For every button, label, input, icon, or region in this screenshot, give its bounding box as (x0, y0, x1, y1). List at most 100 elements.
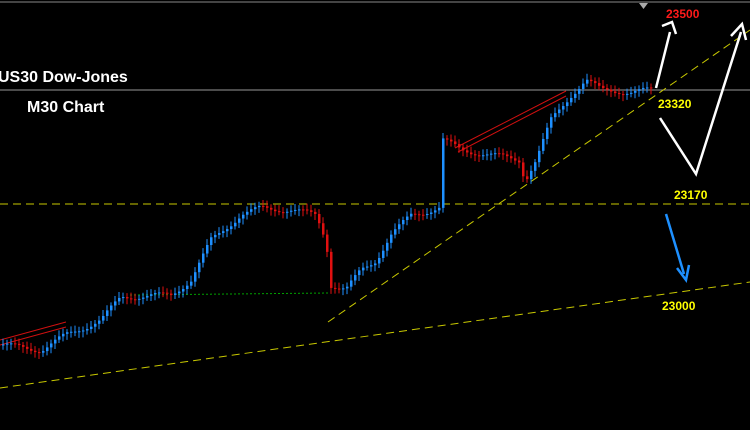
candle-body (382, 250, 385, 258)
candle-body (18, 343, 21, 346)
arrow-head (730, 21, 748, 41)
candle-body (282, 212, 285, 214)
candle-body (438, 207, 441, 211)
candle-body (238, 218, 241, 223)
candle-body (514, 158, 517, 161)
candle-body (114, 301, 117, 306)
candle-body (298, 209, 301, 211)
candle-body (170, 293, 173, 295)
chart-title: US30 Dow-Jones (0, 69, 128, 86)
candle-body (566, 102, 569, 107)
candle-body (10, 343, 13, 345)
candle-body (546, 127, 549, 139)
candle-body (66, 332, 69, 334)
candle-body (486, 154, 489, 156)
candle-body (134, 299, 137, 301)
candle-body (214, 234, 217, 238)
candle-body (610, 89, 613, 92)
candle-body (634, 90, 637, 93)
candle-body (6, 343, 9, 345)
candle-body (378, 257, 381, 264)
candle-body (266, 206, 269, 208)
candle-body (270, 207, 273, 210)
candle-body (246, 211, 249, 215)
candle-body (366, 266, 369, 268)
candle-body (202, 253, 205, 263)
chart-subtitle: M30 Chart (27, 99, 105, 116)
candle-body (574, 93, 577, 98)
candle-body (446, 138, 449, 140)
trend-line-lower (0, 281, 750, 389)
candle-body (630, 92, 633, 94)
candle-body (186, 285, 189, 289)
candle-body (502, 153, 505, 155)
candle-body (626, 93, 629, 95)
candle-body (374, 263, 377, 266)
candle-body (534, 162, 537, 171)
channel-line (0, 321, 67, 341)
candle-body (182, 288, 185, 292)
candle-body (402, 220, 405, 225)
candle-body (370, 265, 373, 267)
trend-line-upper (327, 29, 750, 323)
candle-body (126, 297, 129, 299)
candle-body (130, 298, 133, 300)
candle-body (166, 292, 169, 294)
candle-body (314, 211, 317, 214)
candle-body (330, 251, 333, 288)
candle-body (622, 94, 625, 96)
candle-body (274, 209, 277, 212)
candle-body (518, 160, 521, 163)
candle-body (234, 222, 237, 227)
candle-body (458, 144, 461, 148)
candle-body (350, 280, 353, 287)
candle-body (410, 213, 413, 217)
candle-body (362, 267, 365, 271)
candle-body (422, 214, 425, 216)
channel-line (457, 95, 567, 153)
candle-body (162, 292, 165, 294)
candle-body (434, 210, 437, 213)
candle-body (478, 155, 481, 157)
candle-body (206, 245, 209, 254)
candle-body (26, 346, 29, 349)
candle-body (430, 212, 433, 214)
candle-body (138, 298, 141, 300)
candle-body (46, 347, 49, 352)
candle-body (398, 224, 401, 230)
candle-body (190, 281, 193, 286)
shift-marker (639, 3, 648, 9)
candle-body (394, 229, 397, 235)
candle-body (230, 226, 233, 230)
candle-body (642, 87, 645, 90)
candle-body (358, 270, 361, 276)
candle-body (594, 81, 597, 84)
candle-body (110, 305, 113, 311)
candle-body (494, 153, 497, 155)
candle-body (406, 216, 409, 221)
candle-body (482, 155, 485, 157)
candle-body (142, 297, 145, 299)
candle-body (106, 310, 109, 316)
level-label: 23500 (666, 7, 700, 21)
candle-body (466, 150, 469, 153)
candle-body (158, 292, 161, 294)
candle-body (562, 106, 565, 110)
candle-body (302, 209, 305, 211)
candle-body (118, 297, 121, 302)
candle-body (94, 323, 97, 327)
candle-body (58, 336, 61, 340)
candle-body (154, 293, 157, 295)
candle-body (542, 138, 545, 151)
candle-body (522, 162, 525, 177)
candle-body (174, 293, 177, 295)
candle-body (254, 207, 257, 210)
candle-body (498, 153, 501, 155)
candle-body (178, 291, 181, 294)
candle-body (646, 87, 649, 89)
candle-body (86, 328, 89, 331)
candle-body (258, 205, 261, 208)
level-label: 23170 (674, 188, 708, 202)
candle-body (454, 141, 457, 145)
candle-body (474, 154, 477, 156)
